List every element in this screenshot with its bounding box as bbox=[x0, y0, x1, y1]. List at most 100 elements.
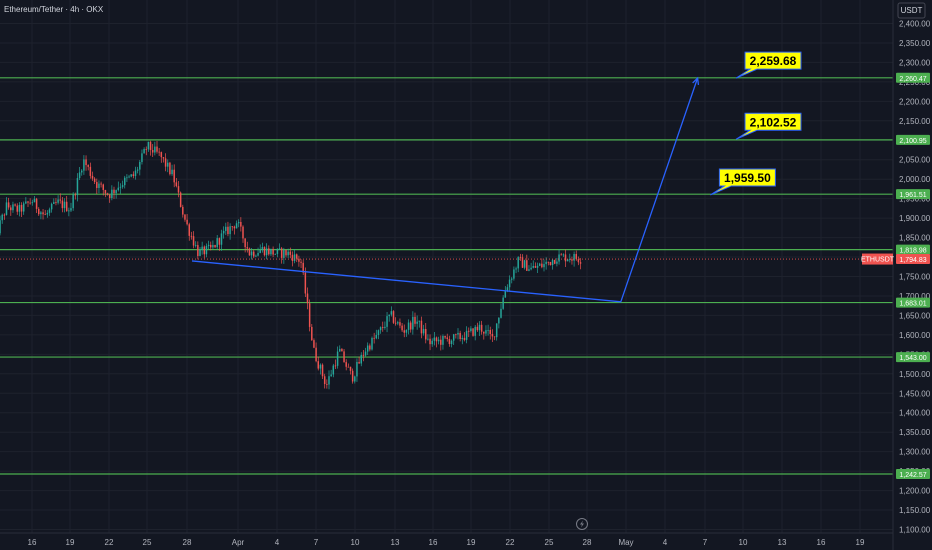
symbol-tag-text: ETHUSDT bbox=[861, 257, 895, 264]
candle-body bbox=[121, 185, 124, 187]
candle-body bbox=[160, 152, 163, 158]
candle-body bbox=[532, 266, 534, 268]
projection-line[interactable] bbox=[191, 77, 699, 303]
candle-body bbox=[25, 201, 27, 204]
last-price-tag bbox=[896, 254, 930, 265]
time-tick-label: 4 bbox=[663, 538, 668, 547]
candle-body bbox=[332, 365, 335, 375]
level-price-tag bbox=[896, 297, 930, 308]
candle-body bbox=[134, 170, 137, 177]
price-callout[interactable] bbox=[735, 112, 802, 140]
candle-body bbox=[377, 330, 380, 336]
candle-body bbox=[16, 205, 18, 212]
candle-body bbox=[341, 348, 343, 352]
candle-body bbox=[61, 200, 64, 209]
candle-body bbox=[227, 226, 229, 235]
candle-body bbox=[345, 362, 347, 367]
level-price-tag bbox=[896, 469, 930, 480]
candle-body bbox=[356, 361, 358, 377]
candle-body bbox=[48, 209, 51, 213]
time-tick-label: 13 bbox=[778, 538, 787, 547]
currency-button[interactable]: USDT bbox=[897, 2, 926, 19]
price-tick-label: 1,600.00 bbox=[899, 331, 931, 340]
candle-body bbox=[199, 249, 201, 256]
candle-body bbox=[511, 278, 513, 280]
candle-body bbox=[7, 202, 10, 208]
candle-body bbox=[263, 247, 266, 256]
price-callout[interactable] bbox=[735, 51, 802, 79]
candle-body bbox=[98, 183, 100, 188]
candle-body bbox=[119, 186, 122, 188]
candle-body bbox=[291, 254, 294, 261]
candle-body bbox=[214, 244, 216, 248]
candle-body bbox=[76, 178, 79, 196]
candle-body bbox=[521, 257, 524, 268]
candle-body bbox=[401, 325, 403, 331]
candle-body bbox=[493, 336, 496, 338]
candle-body bbox=[328, 376, 330, 385]
candle-body bbox=[429, 338, 431, 345]
candle-body bbox=[104, 189, 107, 194]
candle-body bbox=[102, 184, 104, 190]
price-tick-label: 1,900.00 bbox=[899, 214, 931, 223]
lightning-icon[interactable] bbox=[576, 518, 588, 530]
candle-body bbox=[390, 311, 393, 315]
candle-body bbox=[526, 260, 528, 271]
candle-body bbox=[283, 250, 285, 258]
candle-body bbox=[366, 345, 369, 352]
candle-body bbox=[409, 322, 412, 330]
time-tick-label: 7 bbox=[703, 538, 708, 547]
candle-body bbox=[130, 174, 132, 177]
candle-body bbox=[0, 220, 1, 234]
price-callout[interactable] bbox=[710, 168, 776, 196]
candle-body bbox=[452, 334, 455, 341]
candle-body bbox=[190, 235, 193, 237]
candle-body bbox=[373, 337, 375, 339]
candle-body bbox=[33, 198, 36, 203]
price-callout-text: 2,102.52 bbox=[750, 115, 797, 129]
candle-body bbox=[362, 354, 365, 356]
candle-body bbox=[543, 264, 545, 268]
candle-body bbox=[46, 212, 49, 215]
time-tick-label: 22 bbox=[506, 538, 515, 547]
candle-body bbox=[91, 175, 94, 179]
candle-body bbox=[536, 265, 539, 268]
candle-body bbox=[248, 248, 251, 256]
candle-body bbox=[545, 261, 547, 265]
candle-body bbox=[220, 233, 223, 245]
candle-body bbox=[205, 246, 208, 255]
candle-body bbox=[210, 244, 212, 248]
candle-body bbox=[311, 326, 313, 341]
candle-body bbox=[530, 267, 532, 270]
price-tick-label: 2,350.00 bbox=[899, 39, 931, 48]
candle-body bbox=[495, 323, 498, 338]
candle-body bbox=[304, 272, 307, 294]
candle-body bbox=[573, 253, 575, 261]
candle-body bbox=[167, 162, 169, 167]
candle-body bbox=[422, 329, 425, 334]
candle-body bbox=[321, 364, 324, 377]
level-price-tag bbox=[896, 352, 930, 363]
candle-body bbox=[547, 261, 550, 263]
candle-body bbox=[231, 226, 233, 228]
candle-body bbox=[425, 329, 427, 340]
candle-body bbox=[384, 326, 386, 328]
candle-body bbox=[504, 290, 507, 298]
candle-body bbox=[20, 205, 23, 212]
candle-body bbox=[502, 297, 504, 309]
candle-body bbox=[308, 303, 311, 327]
candle-body bbox=[164, 158, 167, 167]
candle-body bbox=[315, 347, 317, 362]
candle-body bbox=[463, 337, 466, 340]
candle-body bbox=[448, 338, 451, 345]
time-axis[interactable]: 16 19 22 25 28 Apr 4 7 10 13 16 19 22 25 28 May 4 7 10 13 16… bbox=[28, 538, 865, 547]
candle-body bbox=[89, 166, 92, 176]
candle-body bbox=[50, 203, 53, 210]
candle-body bbox=[405, 329, 408, 333]
candle-body bbox=[560, 254, 562, 256]
candle-body bbox=[442, 335, 444, 345]
candle-body bbox=[330, 374, 332, 377]
candle-body bbox=[65, 201, 68, 212]
